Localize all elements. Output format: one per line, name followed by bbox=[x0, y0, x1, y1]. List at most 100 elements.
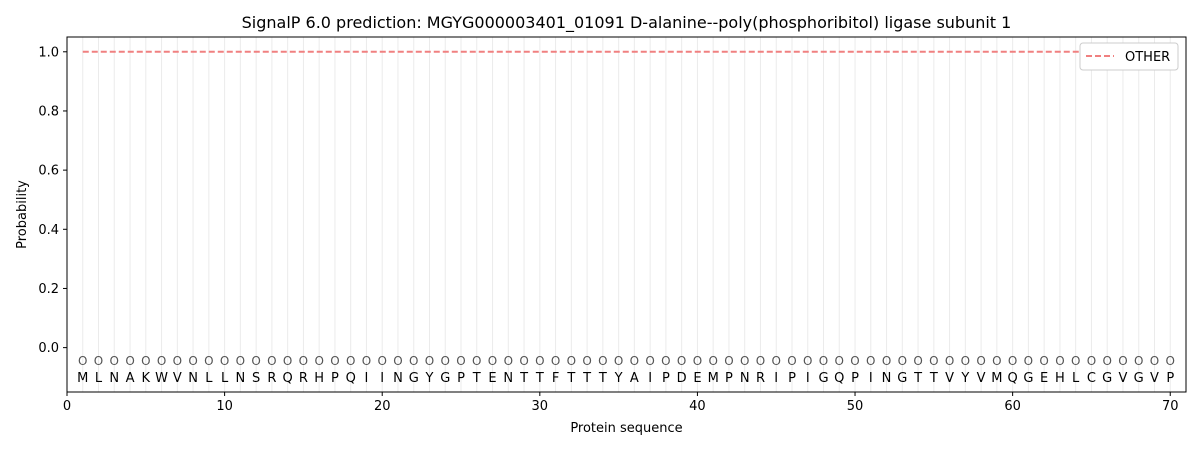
x-tick-label: 30 bbox=[532, 399, 549, 414]
residue-label: P bbox=[788, 371, 796, 386]
residue-label: Y bbox=[614, 371, 623, 386]
legend-label-other: OTHER bbox=[1125, 50, 1170, 65]
residue-label: G bbox=[1102, 371, 1112, 386]
state-label: O bbox=[882, 354, 891, 368]
residue-label: I bbox=[806, 371, 810, 386]
state-label: O bbox=[1024, 354, 1033, 368]
y-axis-title: Probability bbox=[15, 180, 30, 249]
residue-label: N bbox=[109, 371, 119, 386]
state-label: O bbox=[425, 354, 434, 368]
state-label: O bbox=[1055, 354, 1064, 368]
residue-label: L bbox=[1072, 371, 1080, 386]
residue-label: G bbox=[440, 371, 450, 386]
x-tick-label: 40 bbox=[689, 399, 706, 414]
chart-title: SignalP 6.0 prediction: MGYG000003401_01… bbox=[242, 13, 1012, 33]
residue-label: V bbox=[173, 371, 182, 386]
x-tick-label: 0 bbox=[63, 399, 71, 414]
residue-label: F bbox=[552, 371, 559, 386]
x-axis-title: Protein sequence bbox=[570, 421, 682, 436]
residue-label: E bbox=[693, 371, 701, 386]
state-label: O bbox=[362, 354, 371, 368]
residue-label: L bbox=[95, 371, 103, 386]
residue-label: P bbox=[662, 371, 670, 386]
residue-label: T bbox=[598, 371, 607, 386]
residue-label: N bbox=[882, 371, 892, 386]
residue-label: K bbox=[142, 371, 151, 386]
state-label: O bbox=[693, 354, 702, 368]
state-label: O bbox=[850, 354, 859, 368]
state-label: O bbox=[740, 354, 749, 368]
state-label: O bbox=[346, 354, 355, 368]
residue-label: H bbox=[314, 371, 324, 386]
legend: OTHER bbox=[1079, 42, 1179, 71]
state-label: O bbox=[488, 354, 497, 368]
residue-label: Q bbox=[283, 371, 293, 386]
legend-box bbox=[1079, 42, 1179, 71]
residue-label: N bbox=[503, 371, 513, 386]
state-label: O bbox=[236, 354, 245, 368]
residue-label: A bbox=[126, 371, 135, 386]
state-label: O bbox=[472, 354, 481, 368]
residue-label: I bbox=[365, 371, 369, 386]
residue-label: P bbox=[457, 371, 465, 386]
residue-label: G bbox=[897, 371, 907, 386]
state-label: O bbox=[582, 354, 591, 368]
plot-frame bbox=[66, 36, 1187, 393]
state-label: O bbox=[125, 354, 134, 368]
y-tick-label: 1.0 bbox=[38, 45, 59, 60]
state-label: O bbox=[519, 354, 528, 368]
state-label: O bbox=[1039, 354, 1048, 368]
residue-label: N bbox=[188, 371, 198, 386]
residue-label: I bbox=[869, 371, 873, 386]
residue-label: T bbox=[535, 371, 544, 386]
x-tick-label: 20 bbox=[374, 399, 391, 414]
state-label: O bbox=[393, 354, 402, 368]
state-label: O bbox=[992, 354, 1001, 368]
state-label: O bbox=[945, 354, 954, 368]
residue-label: A bbox=[630, 371, 639, 386]
state-label: O bbox=[835, 354, 844, 368]
residue-label: Q bbox=[346, 371, 356, 386]
residue-label: T bbox=[582, 371, 591, 386]
grid-lines bbox=[82, 37, 1171, 392]
residue-label: P bbox=[331, 371, 339, 386]
residue-label: Y bbox=[425, 371, 434, 386]
state-label: O bbox=[377, 354, 386, 368]
state-label: O bbox=[567, 354, 576, 368]
state-label: O bbox=[535, 354, 544, 368]
state-label: O bbox=[598, 354, 607, 368]
residue-label: M bbox=[708, 371, 719, 386]
state-label: O bbox=[220, 354, 229, 368]
state-label: O bbox=[1150, 354, 1159, 368]
y-tick-label: 0.0 bbox=[38, 341, 59, 356]
state-label: O bbox=[1071, 354, 1080, 368]
residue-label: Q bbox=[834, 371, 844, 386]
residue-label: E bbox=[1040, 371, 1048, 386]
y-tick-label: 0.8 bbox=[38, 104, 59, 119]
residue-label: E bbox=[488, 371, 496, 386]
residue-label: I bbox=[648, 371, 652, 386]
residue-label: R bbox=[299, 371, 308, 386]
residue-label: N bbox=[393, 371, 403, 386]
state-label: O bbox=[188, 354, 197, 368]
x-tick-label: 10 bbox=[216, 399, 233, 414]
state-label: O bbox=[504, 354, 513, 368]
state-label: O bbox=[724, 354, 733, 368]
state-label: O bbox=[441, 354, 450, 368]
state-label: O bbox=[756, 354, 765, 368]
residue-label: M bbox=[991, 371, 1002, 386]
state-label: O bbox=[1166, 354, 1175, 368]
state-label: O bbox=[409, 354, 418, 368]
state-label: O bbox=[78, 354, 87, 368]
residue-label: D bbox=[677, 371, 687, 386]
residue-label: P bbox=[1166, 371, 1174, 386]
state-label: O bbox=[267, 354, 276, 368]
residue-label: T bbox=[566, 371, 575, 386]
y-tick-label: 0.2 bbox=[38, 282, 59, 297]
residue-label: Y bbox=[960, 371, 969, 386]
x-tick-label: 70 bbox=[1162, 399, 1179, 414]
residue-label: L bbox=[221, 371, 229, 386]
state-label: O bbox=[771, 354, 780, 368]
state-label: O bbox=[141, 354, 150, 368]
